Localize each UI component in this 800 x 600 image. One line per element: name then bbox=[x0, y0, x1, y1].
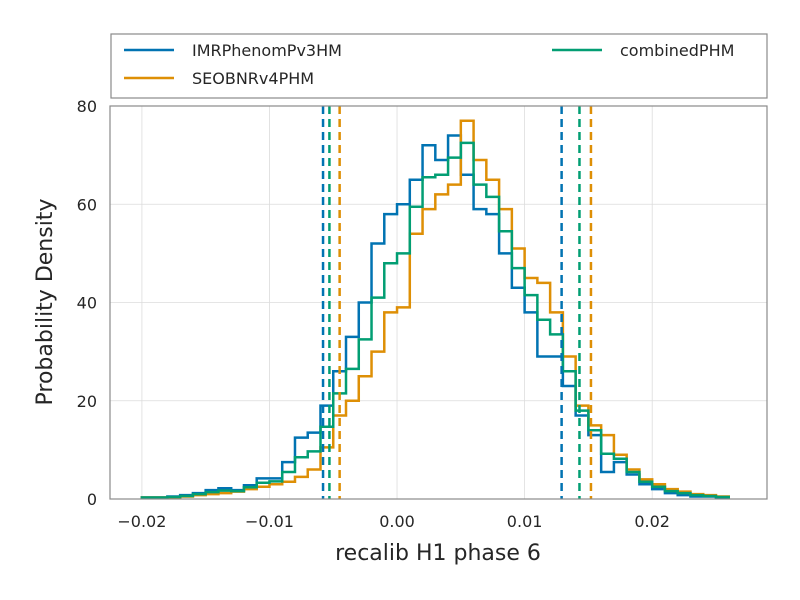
x-tick-labels: −0.02 −0.01 0.00 0.01 0.02 bbox=[117, 512, 670, 531]
x-tick-label: 0.00 bbox=[379, 512, 415, 531]
x-tick-label: 0.01 bbox=[507, 512, 543, 531]
series-combinedphm bbox=[140, 141, 730, 499]
legend: IMRPhenomPv3HM SEOBNRv4PHM combinedPHM bbox=[110, 33, 768, 99]
legend-label-seobnrv4phm: SEOBNRv4PHM bbox=[192, 69, 314, 88]
y-axis-title: Probability Density bbox=[33, 199, 58, 406]
legend-label-combinedphm: combinedPHM bbox=[620, 41, 734, 60]
series-layer bbox=[140, 119, 730, 499]
legend-label-imrphenompv3hm: IMRPhenomPv3HM bbox=[192, 41, 342, 60]
y-tick-labels: 0 20 40 60 80 bbox=[77, 97, 97, 509]
y-tick-label: 60 bbox=[77, 195, 97, 214]
x-axis-title: recalib H1 phase 6 bbox=[335, 541, 541, 566]
series-seobnrv4phm bbox=[140, 119, 730, 499]
x-tick-label: 0.02 bbox=[634, 512, 670, 531]
credible-interval-lines bbox=[321, 106, 593, 499]
plot-area bbox=[109, 105, 768, 500]
plot-frame bbox=[109, 105, 768, 500]
y-tick-label: 0 bbox=[87, 490, 97, 509]
y-tick-label: 80 bbox=[77, 97, 97, 116]
y-tick-label: 40 bbox=[77, 294, 97, 313]
y-tick-label: 20 bbox=[77, 392, 97, 411]
x-tick-label: −0.01 bbox=[245, 512, 294, 531]
x-tick-label: −0.02 bbox=[117, 512, 166, 531]
